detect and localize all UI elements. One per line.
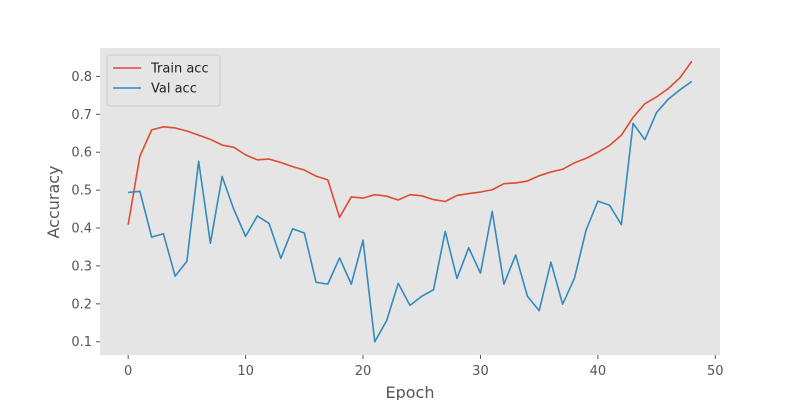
legend-label-val-acc: Val acc	[151, 82, 197, 97]
series-line-train-acc	[127, 60, 693, 225]
y-axis-label: Accuracy	[44, 165, 63, 238]
x-tick-label: 0	[124, 364, 132, 379]
x-tick-label: 30	[472, 364, 489, 379]
legend: Train acc Val acc	[106, 54, 221, 107]
y-tick-label: 0.1	[71, 335, 92, 350]
y-tick-label: 0.4	[71, 222, 92, 237]
axis-ticks: 0 10 20 30 40 50 0.1 0.2 0.3 0.4 0.5 0.6 0.7 0.8	[71, 70, 723, 379]
x-tick-label: 40	[590, 364, 607, 379]
x-tick-label: 20	[355, 364, 372, 379]
y-tick-label: 0.3	[71, 259, 92, 274]
x-axis-label: Epoch	[386, 383, 435, 400]
y-tick-label: 0.8	[71, 70, 92, 85]
x-tick-label: 50	[707, 364, 724, 379]
y-tick-label: 0.7	[71, 108, 92, 123]
y-tick-label: 0.5	[71, 184, 92, 199]
x-tick-label: 10	[237, 364, 254, 379]
y-tick-label: 0.6	[71, 146, 92, 161]
legend-label-train-acc: Train acc	[150, 62, 209, 77]
y-tick-label: 0.2	[71, 297, 92, 312]
series-lines	[127, 60, 693, 343]
series-line-val-acc	[128, 80, 693, 343]
